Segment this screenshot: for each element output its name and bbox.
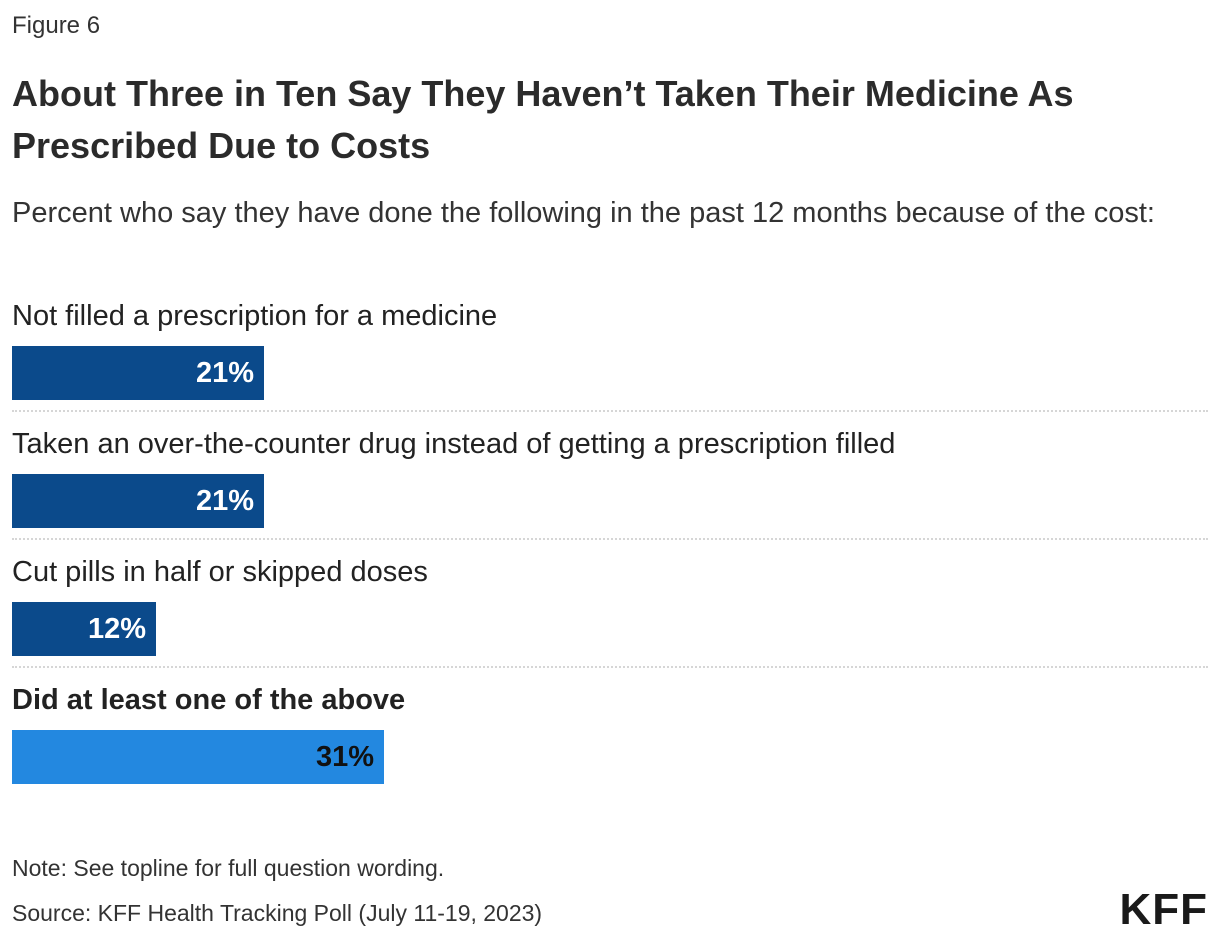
row-divider — [12, 538, 1208, 540]
category-label: Taken an over-the-counter drug instead o… — [12, 428, 896, 460]
bar-value-label: 12% — [87, 613, 146, 645]
category-label: Cut pills in half or skipped doses — [12, 556, 428, 588]
category-label: Did at least one of the above — [12, 684, 406, 716]
kff-logo: KFF — [1119, 885, 1208, 934]
chart-note: Note: See topline for full question word… — [12, 855, 445, 881]
row-divider — [12, 666, 1208, 668]
figure-label: Figure 6 — [12, 12, 101, 39]
chart-source: Source: KFF Health Tracking Poll (July 1… — [12, 900, 543, 926]
category-label: Not filled a prescription for a medicine — [12, 300, 498, 332]
chart-subtitle: Percent who say they have done the follo… — [12, 197, 1155, 229]
bar-value-label: 31% — [315, 741, 374, 773]
row-divider — [12, 410, 1208, 412]
bar-value-label: 21% — [195, 357, 254, 389]
chart-title: About Three in Ten Say They Haven’t Take… — [12, 73, 1074, 166]
bar — [12, 730, 384, 784]
bar — [12, 474, 264, 528]
bar — [12, 602, 156, 656]
bar — [12, 346, 264, 400]
bar-value-label: 21% — [195, 485, 254, 517]
